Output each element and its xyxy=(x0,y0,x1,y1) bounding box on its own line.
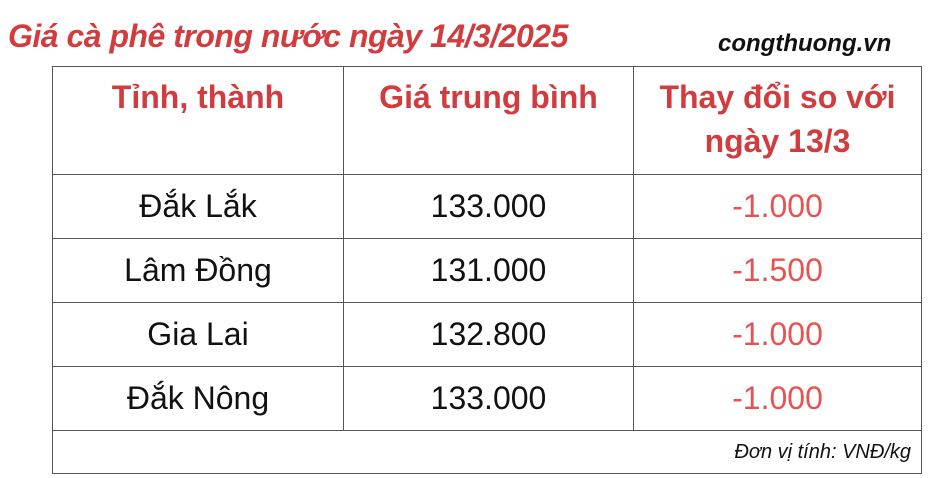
province-cell: Đắk Nông xyxy=(52,366,344,431)
table-row: Gia Lai 132.800 -1.000 xyxy=(52,302,922,367)
province-cell: Gia Lai xyxy=(52,302,344,367)
price-cell: 132.800 xyxy=(343,302,634,367)
province-cell: Đắk Lắk xyxy=(52,174,344,239)
coffee-price-table: Tỉnh, thành Giá trung bình Thay đổi so v… xyxy=(52,66,922,474)
table-row: Lâm Đồng 131.000 -1.500 xyxy=(52,238,922,303)
table-footer-row: Đơn vị tính: VNĐ/kg xyxy=(52,430,922,474)
table-row: Đắk Nông 133.000 -1.000 xyxy=(52,366,922,431)
header-province: Tỉnh, thành xyxy=(52,66,344,175)
price-cell: 133.000 xyxy=(343,366,634,431)
table-header-row: Tỉnh, thành Giá trung bình Thay đổi so v… xyxy=(52,66,922,175)
change-cell: -1.000 xyxy=(633,174,922,239)
change-cell: -1.500 xyxy=(633,238,922,303)
change-cell: -1.000 xyxy=(633,366,922,431)
page-title: Giá cà phê trong nước ngày 14/3/2025 xyxy=(8,18,568,54)
header-change: Thay đổi so với ngày 13/3 xyxy=(633,66,922,175)
header-price: Giá trung bình xyxy=(343,66,634,175)
price-cell: 133.000 xyxy=(343,174,634,239)
table-row: Đắk Lắk 133.000 -1.000 xyxy=(52,174,922,239)
unit-note: Đơn vị tính: VNĐ/kg xyxy=(52,430,922,474)
province-cell: Lâm Đồng xyxy=(52,238,344,303)
brand-watermark: congthuong.vn xyxy=(718,30,892,57)
change-cell: -1.000 xyxy=(633,302,922,367)
price-cell: 131.000 xyxy=(343,238,634,303)
